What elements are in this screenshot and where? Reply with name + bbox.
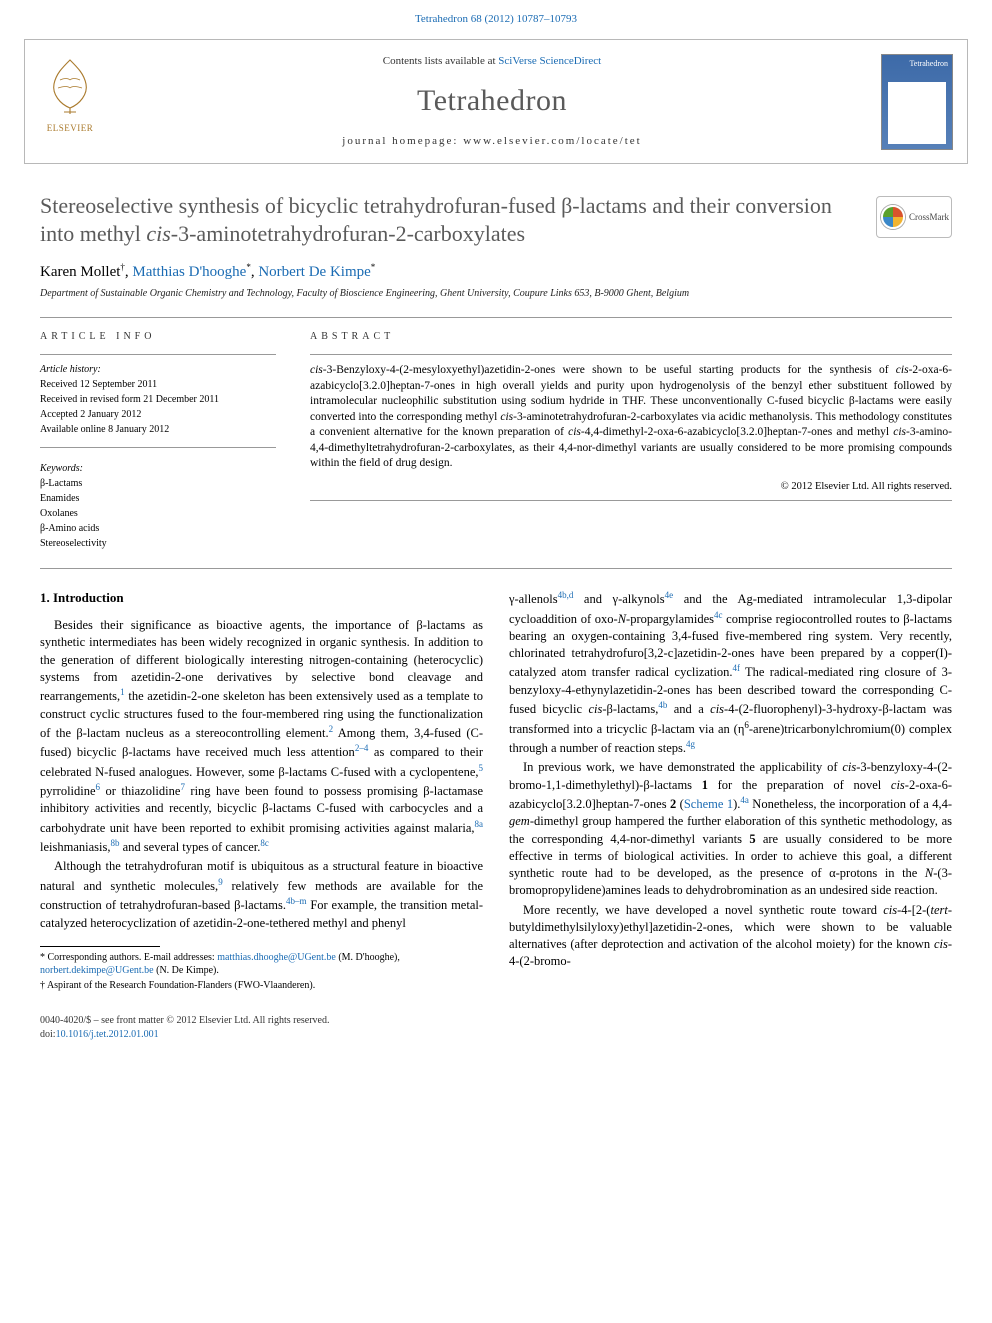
authors-line: Karen Mollet†, Matthias D'hooghe*, Norbe…: [40, 261, 952, 283]
footnote-dagger: † Aspirant of the Research Foundation-Fl…: [40, 979, 483, 992]
publisher-name: ELSEVIER: [39, 122, 101, 135]
cover-label: Tetrahedron: [882, 55, 952, 69]
keyword: Stereoselectivity: [40, 537, 276, 551]
keyword: Enamides: [40, 492, 276, 506]
elsevier-logo[interactable]: ELSEVIER: [39, 54, 101, 134]
section-heading: 1. Introduction: [40, 589, 483, 607]
body-paragraph: Besides their significance as bioactive …: [40, 617, 483, 856]
homepage-url[interactable]: www.elsevier.com/locate/tet: [463, 135, 642, 147]
citation-link[interactable]: Tetrahedron 68 (2012) 10787–10793: [415, 13, 577, 25]
keyword: Oxolanes: [40, 507, 276, 521]
article-info-block: ARTICLE INFO Article history: Received 1…: [40, 330, 276, 552]
body-paragraph: More recently, we have developed a novel…: [509, 902, 952, 971]
history-online: Available online 8 January 2012: [40, 423, 276, 437]
journal-header-card: ELSEVIER Contents lists available at Sci…: [24, 39, 968, 164]
history-label: Article history:: [40, 363, 276, 377]
crossmark-badge[interactable]: CrossMark: [876, 196, 952, 238]
contents-line: Contents lists available at SciVerse Sci…: [107, 54, 877, 69]
body-paragraph: Although the tetrahydrofuran motif is ub…: [40, 858, 483, 931]
column-left: 1. Introduction Besides their significan…: [40, 589, 483, 992]
sciencedirect-link[interactable]: SciVerse ScienceDirect: [498, 55, 601, 67]
body-paragraph: γ-allenols4b,d and γ-alkynols4e and the …: [509, 589, 952, 757]
footnotes: * Corresponding authors. E-mail addresse…: [40, 951, 483, 992]
homepage-line: journal homepage: www.elsevier.com/locat…: [107, 134, 877, 149]
crossmark-icon: [881, 205, 905, 229]
issn-line: 0040-4020/$ – see front matter © 2012 El…: [40, 1014, 952, 1028]
article-info-heading: ARTICLE INFO: [40, 330, 276, 344]
history-revised: Received in revised form 21 December 201…: [40, 393, 276, 407]
column-right: γ-allenols4b,d and γ-alkynols4e and the …: [509, 589, 952, 992]
footnote-rule: [40, 946, 160, 947]
keyword: β-Amino acids: [40, 522, 276, 536]
crossmark-label: CrossMark: [909, 211, 949, 224]
author-2[interactable]: Matthias D'hooghe: [132, 264, 246, 280]
abstract-heading: ABSTRACT: [310, 330, 952, 344]
rule-bottom: [40, 568, 952, 569]
corr-email-1[interactable]: matthias.dhooghe@UGent.be: [217, 952, 336, 963]
abstract-copyright: © 2012 Elsevier Ltd. All rights reserved…: [310, 480, 952, 495]
history-accepted: Accepted 2 January 2012: [40, 408, 276, 422]
body-paragraph: In previous work, we have demonstrated t…: [509, 759, 952, 899]
bottom-meta: 0040-4020/$ – see front matter © 2012 El…: [40, 1014, 952, 1042]
corr-email-2[interactable]: norbert.dekimpe@UGent.be: [40, 965, 154, 976]
journal-cover-thumbnail[interactable]: Tetrahedron: [881, 54, 953, 150]
author-3[interactable]: Norbert De Kimpe: [258, 264, 370, 280]
abstract-block: ABSTRACT cis-3-Benzyloxy-4-(2-mesyloxyet…: [310, 330, 952, 552]
article-title: Stereoselective synthesis of bicyclic te…: [40, 192, 862, 247]
journal-name: Tetrahedron: [107, 80, 877, 122]
keywords-label: Keywords:: [40, 462, 276, 476]
history-received: Received 12 September 2011: [40, 378, 276, 392]
author-1: Karen Mollet: [40, 264, 120, 280]
doi-link[interactable]: 10.1016/j.tet.2012.01.001: [56, 1029, 159, 1040]
affiliation: Department of Sustainable Organic Chemis…: [40, 287, 952, 301]
abstract-text: cis-3-Benzyloxy-4-(2-mesyloxyethyl)azeti…: [310, 363, 952, 472]
running-head: Tetrahedron 68 (2012) 10787–10793: [0, 0, 992, 35]
keyword: β-Lactams: [40, 477, 276, 491]
